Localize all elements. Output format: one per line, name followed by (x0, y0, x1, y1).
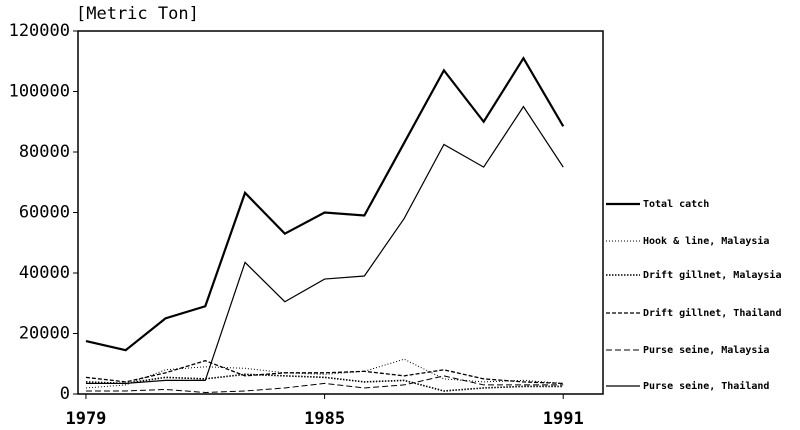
y-tick-label: 0 (60, 384, 70, 404)
legend-label: Purse seine, Thailand (643, 380, 769, 392)
legend-label: Drift gillnet, Malaysia (643, 269, 781, 281)
series-line (85, 360, 564, 385)
y-tick-label: 20000 (19, 324, 70, 344)
series-line (85, 56, 565, 352)
series-line (85, 375, 564, 393)
y-tick-label: 100000 (9, 82, 70, 102)
y-tick-label: 80000 (19, 142, 70, 162)
plot-frame (77, 30, 604, 395)
legend-label: Drift gillnet, Thailand (643, 307, 781, 319)
y-tick-label: 60000 (19, 203, 70, 223)
y-tick-label: 120000 (9, 21, 70, 41)
y-axis-label: [Metric Ton] (76, 4, 199, 24)
legend-label: Purse seine, Malaysia (643, 344, 769, 356)
x-tick-label: 1985 (304, 409, 345, 429)
legend-label: Total catch (643, 199, 709, 210)
y-tick-label: 40000 (19, 263, 70, 283)
x-tick-label: 1979 (65, 409, 106, 429)
legend-label: Hook & line, Malaysia (643, 235, 769, 247)
series-line (85, 373, 564, 392)
x-tick-label: 1991 (543, 409, 584, 429)
series-line (85, 105, 564, 385)
